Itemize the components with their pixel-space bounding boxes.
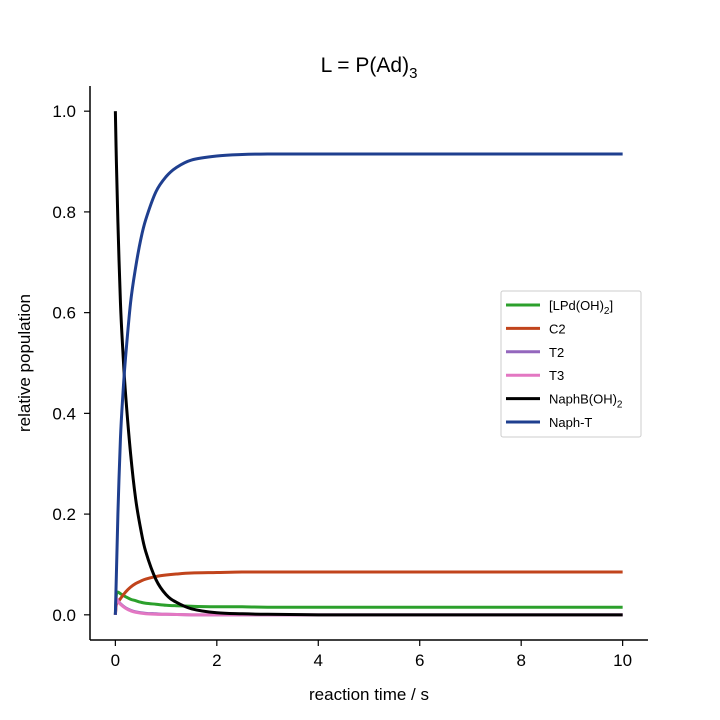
legend-label-text: NaphB(OH)	[549, 392, 617, 407]
legend-label-5: NaphB(OH)2	[549, 392, 623, 411]
x-tick-label: 0	[111, 651, 120, 670]
x-ticks: 0 2 4 6 8 10	[111, 640, 632, 670]
y-tick-label: 0.2	[52, 505, 76, 524]
series-line-1	[113, 590, 623, 615]
legend-label-text: Naph-T	[549, 415, 592, 430]
y-tick-label: 0.4	[52, 404, 76, 423]
chart-title-subscript: 3	[409, 65, 417, 82]
x-tick-label: 6	[415, 651, 424, 670]
legend-label-6: Naph-T	[549, 415, 592, 430]
x-tick-label: 2	[212, 651, 221, 670]
legend-label-subscript: 2	[617, 400, 623, 411]
y-axis-label: relative population	[15, 294, 34, 432]
legend-label-text: [LPd(OH)	[549, 298, 604, 313]
series-line-5	[113, 111, 623, 617]
y-tick-label: 0.6	[52, 304, 76, 323]
y-ticks: 0.0 0.2 0.4 0.6 0.8 1.0	[52, 102, 90, 625]
legend-label-tail: ]	[609, 298, 613, 313]
x-tick-label: 8	[516, 651, 525, 670]
legend-label-text: T2	[549, 345, 564, 360]
x-tick-label: 10	[613, 651, 632, 670]
y-tick-label: 0.0	[52, 606, 76, 625]
chart-title: L = P(Ad)3	[321, 54, 418, 82]
y-tick-label: 0.8	[52, 203, 76, 222]
series-line-6	[113, 152, 623, 615]
y-tick-label: 1.0	[52, 102, 76, 121]
legend-label-3: T2	[549, 345, 564, 360]
series-layer	[113, 111, 623, 617]
legend-label-text: T3	[549, 368, 564, 383]
chart-title-main: L = P(Ad)	[321, 54, 410, 77]
x-tick-label: 4	[314, 651, 323, 670]
x-axis-label: reaction time / s	[309, 685, 429, 704]
legend-label-4: T3	[549, 368, 564, 383]
legend-label-2: C2	[549, 321, 566, 336]
series-line-2	[113, 570, 623, 615]
legend-label-1: [LPd(OH)2]	[549, 298, 613, 317]
legend-label-subscript: 2	[604, 306, 610, 317]
legend-label-text: C2	[549, 321, 566, 336]
